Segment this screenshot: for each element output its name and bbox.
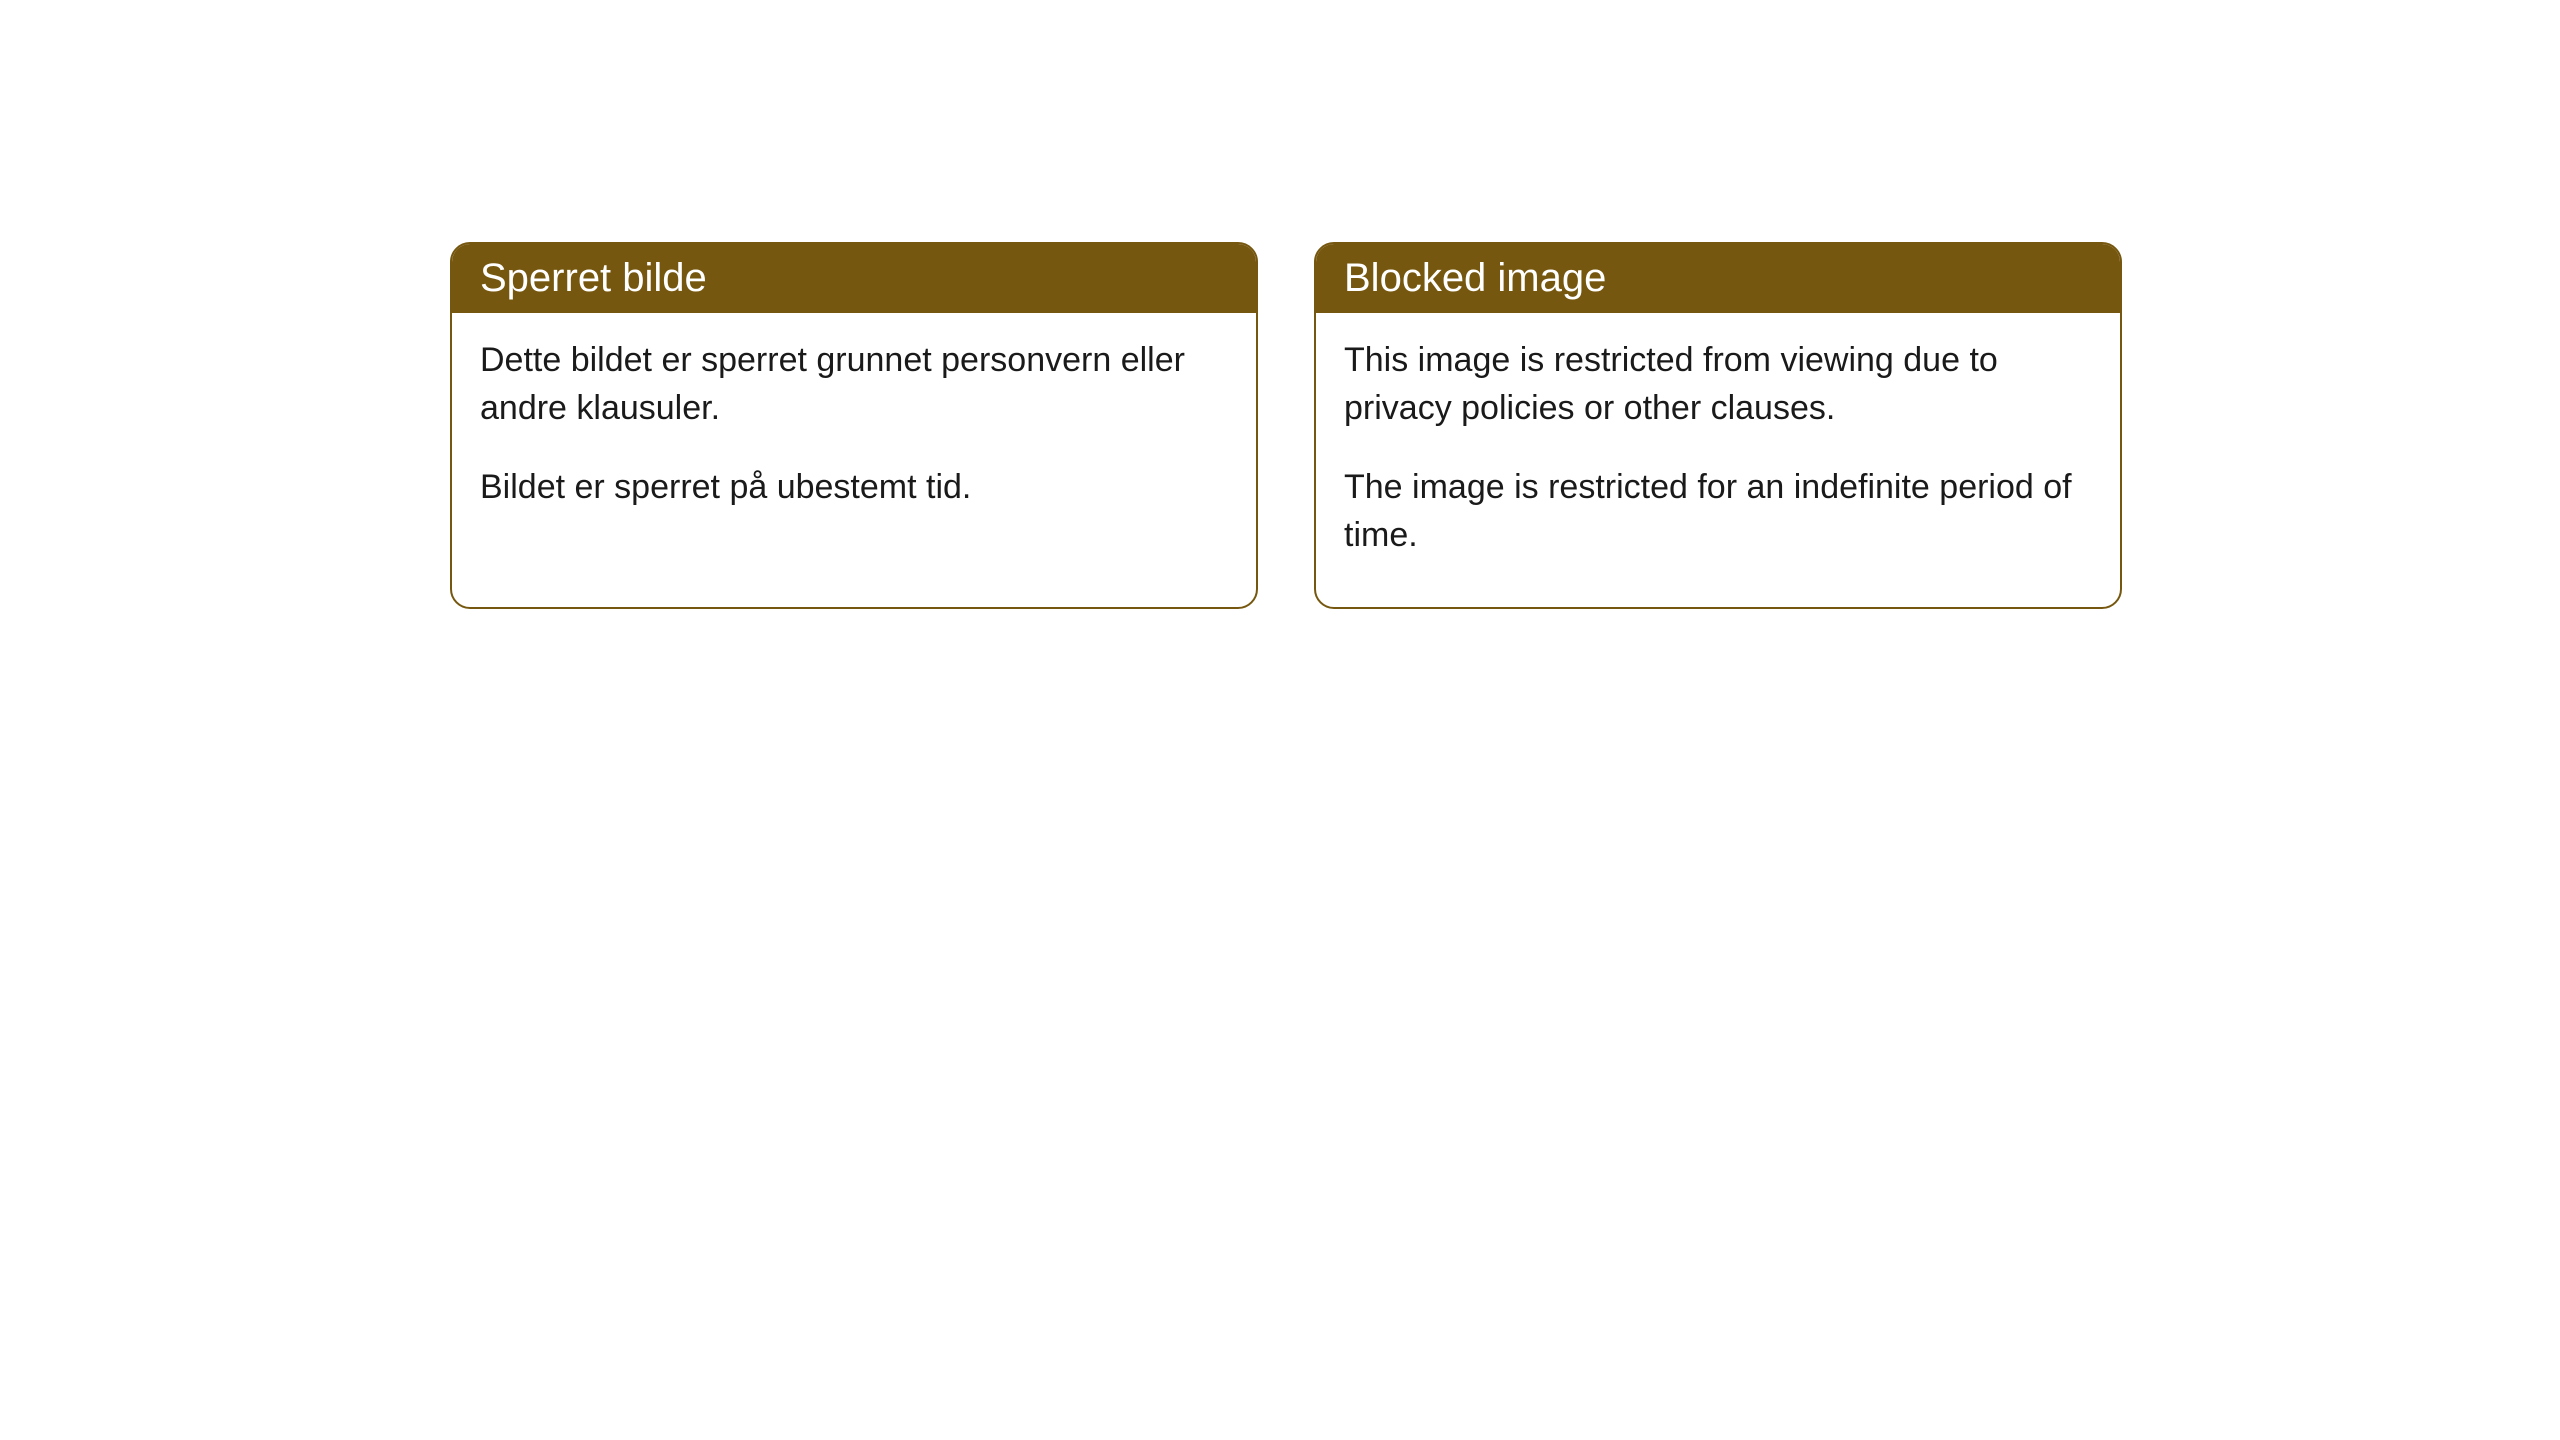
card-title: Sperret bilde — [480, 256, 707, 300]
blocked-image-card-english: Blocked image This image is restricted f… — [1314, 242, 2122, 609]
card-header-norwegian: Sperret bilde — [452, 244, 1256, 313]
card-header-english: Blocked image — [1316, 244, 2120, 313]
card-title: Blocked image — [1344, 256, 1606, 300]
card-body-norwegian: Dette bildet er sperret grunnet personve… — [452, 313, 1256, 560]
card-paragraph: This image is restricted from viewing du… — [1344, 337, 2092, 432]
card-paragraph: The image is restricted for an indefinit… — [1344, 464, 2092, 559]
card-body-english: This image is restricted from viewing du… — [1316, 313, 2120, 607]
blocked-image-card-norwegian: Sperret bilde Dette bildet er sperret gr… — [450, 242, 1258, 609]
notice-cards-container: Sperret bilde Dette bildet er sperret gr… — [0, 0, 2560, 609]
card-paragraph: Dette bildet er sperret grunnet personve… — [480, 337, 1228, 432]
card-paragraph: Bildet er sperret på ubestemt tid. — [480, 464, 1228, 512]
